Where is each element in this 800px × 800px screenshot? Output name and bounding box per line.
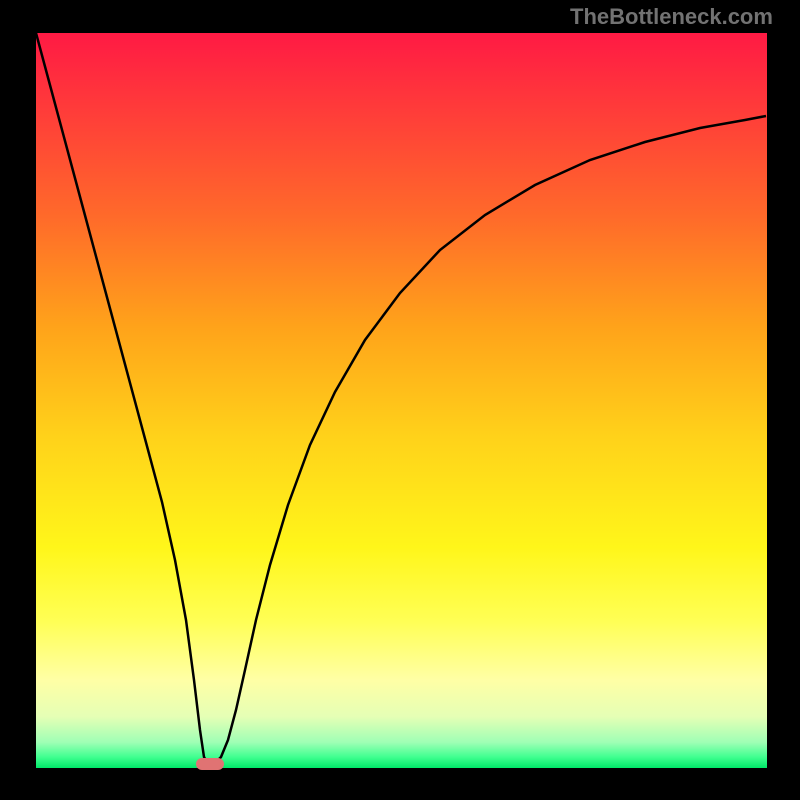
- watermark-text: TheBottleneck.com: [570, 4, 773, 30]
- plot-area: [36, 33, 767, 768]
- curve-layer: [36, 33, 767, 768]
- optimal-marker: [196, 758, 224, 770]
- bottleneck-curve: [36, 33, 766, 764]
- chart-container: TheBottleneck.com: [0, 0, 800, 800]
